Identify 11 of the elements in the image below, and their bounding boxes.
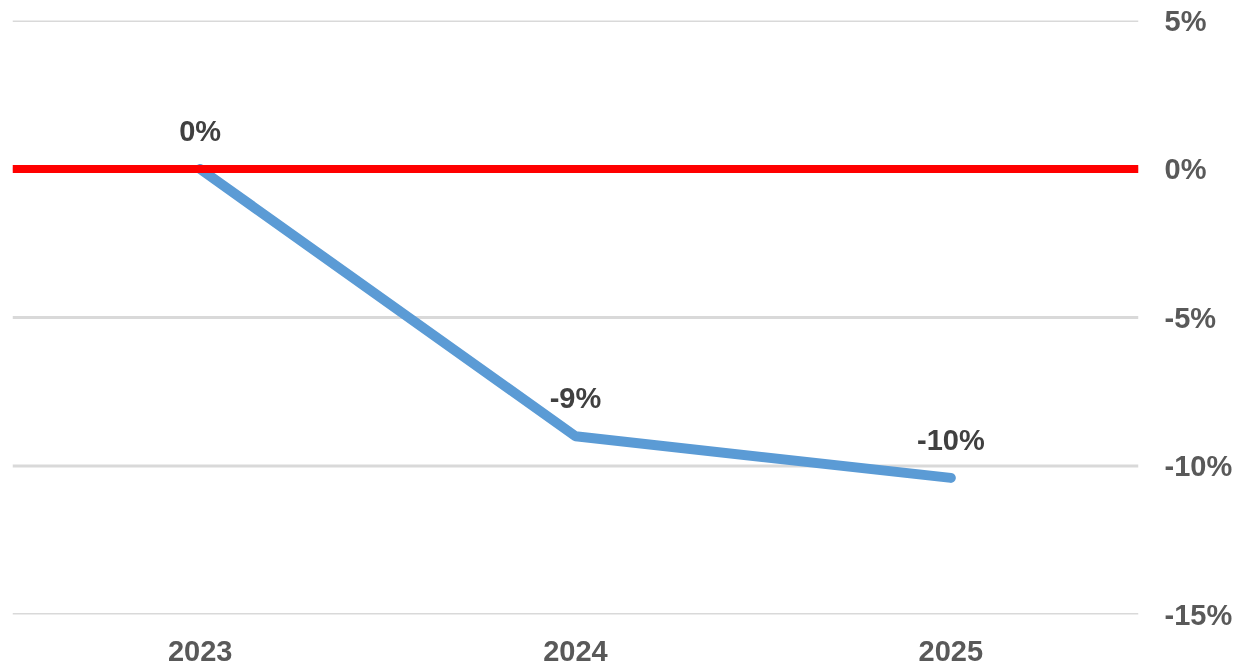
x-tick-label: 2024 xyxy=(543,634,608,663)
data-label: 0% xyxy=(179,115,222,147)
data-label: -10% xyxy=(916,423,985,456)
x-tick-label: 2023 xyxy=(167,634,233,663)
y-tick-label: -10% xyxy=(1164,450,1233,482)
data-label: -9% xyxy=(549,382,602,415)
y-tick-label: -15% xyxy=(1164,598,1233,631)
y-tick-label: 5% xyxy=(1164,4,1207,37)
y-tick-label: -5% xyxy=(1164,301,1217,334)
y-tick-label: 0% xyxy=(1164,153,1207,185)
x-tick-label: 2025 xyxy=(918,634,984,663)
